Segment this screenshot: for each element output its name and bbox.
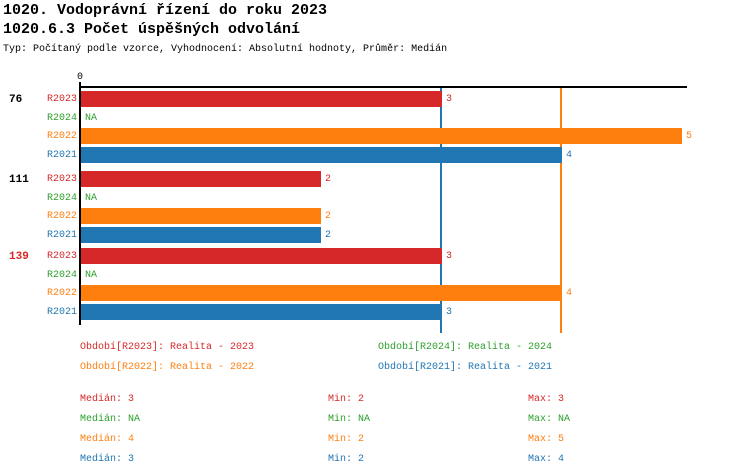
bar-r2021 [81,226,321,243]
row-label-r2021: R2021 [46,306,77,318]
bar-value-label: 2 [325,229,332,241]
row-label-r2022: R2022 [46,131,77,142]
stat-median-r2021: Medián: 3 [80,454,135,465]
bar-value-label: 5 [686,131,693,142]
legend-item-r2021: Období[R2021]: Realita - 2021 [378,362,553,373]
bar-value-label: 3 [446,94,453,105]
row-label-r2024: R2024 [46,269,77,281]
row-label-r2021: R2021 [46,229,77,241]
chart-meta-line: Typ: Počítaný podle vzorce, Vyhodnocení:… [3,44,448,55]
stat-median-r2023: Medián: 3 [80,394,135,405]
stat-min-r2023: Min: 2 [328,394,365,405]
bar-value-label: 3 [446,251,453,262]
bar-r2023 [81,91,442,107]
legend-item-r2024: Období[R2024]: Realita - 2024 [378,342,553,353]
row-label-r2023: R2023 [46,174,77,185]
bar-na-label: NA [85,112,98,124]
stat-max-r2021: Max: 4 [528,454,565,465]
legend-item-r2023: Období[R2023]: Realita - 2023 [80,342,255,353]
bar-value-label: 3 [446,306,453,318]
bar-r2022 [81,128,682,144]
median-line-r2022 [560,87,562,333]
row-label-r2022: R2022 [46,288,77,299]
group-label: 111 [9,174,29,186]
bar-r2022 [81,285,562,301]
page-title: 1020. Vodoprávní řízení do roku 2023 [3,2,328,19]
stat-min-r2024: Min: NA [328,414,371,425]
row-label-r2021: R2021 [46,149,77,161]
row-label-r2023: R2023 [46,251,77,262]
bar-r2022 [81,208,321,224]
x-axis-line [79,86,687,88]
group-label: 76 [9,94,23,106]
stat-min-r2021: Min: 2 [328,454,365,465]
bar-na-label: NA [85,269,98,281]
x-axis-tick-label-0: 0 [76,72,83,83]
stat-max-r2024: Max: NA [528,414,571,425]
stat-max-r2022: Max: 5 [528,434,565,445]
bar-value-label: 2 [325,211,332,222]
bar-value-label: 4 [566,149,573,161]
row-label-r2024: R2024 [46,192,77,204]
bar-r2021 [81,146,562,163]
group-label: 139 [9,251,29,263]
row-label-r2022: R2022 [46,211,77,222]
bar-r2023 [81,248,442,264]
y-axis-line [79,86,81,325]
bar-value-label: 2 [325,174,332,185]
stat-median-r2022: Medián: 4 [80,434,135,445]
bar-na-label: NA [85,192,98,204]
median-line-r2021 [440,87,442,333]
page-subtitle: 1020.6.3 Počet úspěšných odvolání [3,21,301,38]
stat-min-r2022: Min: 2 [328,434,365,445]
row-label-r2024: R2024 [46,112,77,124]
bar-r2021 [81,303,442,320]
stat-median-r2024: Medián: NA [80,414,141,425]
bar-value-label: 4 [566,288,573,299]
stat-max-r2023: Max: 3 [528,394,565,405]
bar-r2023 [81,171,321,187]
legend-item-r2022: Období[R2022]: Realita - 2022 [80,362,255,373]
row-label-r2023: R2023 [46,94,77,105]
